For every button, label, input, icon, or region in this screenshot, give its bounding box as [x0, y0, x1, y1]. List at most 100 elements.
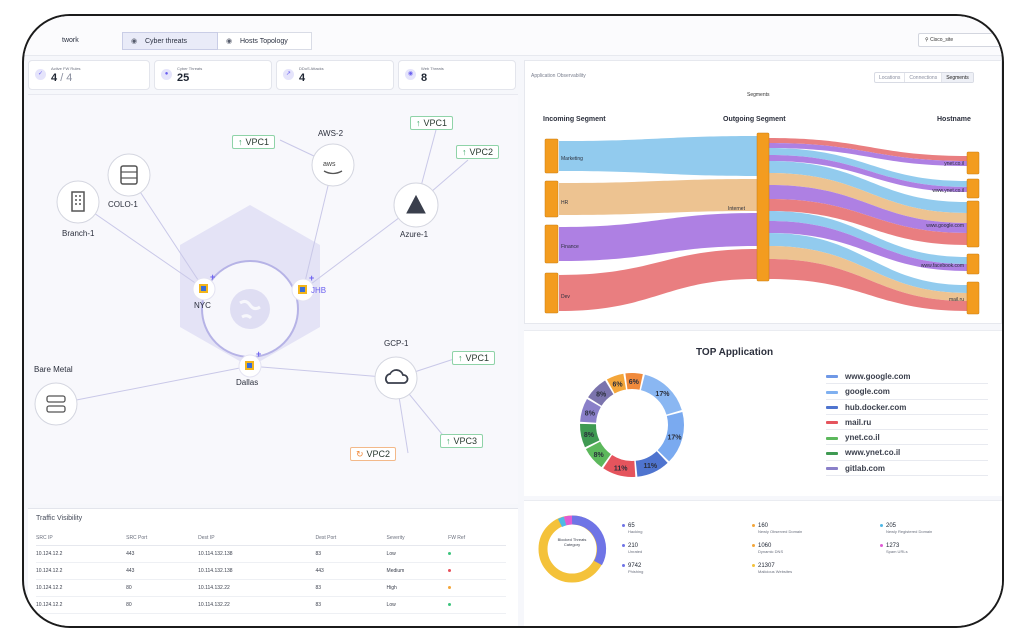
stat-value: 8: [421, 72, 428, 84]
traffic-table: SRC IP SRC Port Dest IP Dest Port Severi…: [36, 531, 506, 614]
incoming-segment-header: Incoming Segment: [543, 116, 606, 123]
nyc-site: +: [192, 272, 216, 301]
table-cell-dest-port: 83: [315, 545, 387, 563]
app-window: twork ◉ Cyber threats ◉ Hosts Topology ⚲ C…: [22, 14, 1004, 628]
top-application-donut: 17% 17% 11% 11% 8% 8% 8% 8% 6% 6%: [580, 373, 684, 477]
legend-item[interactable]: www.google.com: [826, 369, 988, 385]
donut-slice[interactable]: [635, 451, 668, 477]
donut-slice[interactable]: [606, 373, 627, 394]
table-cell-src-ip: 10.124.12.2: [36, 579, 127, 597]
vpc-tag-gcp-1[interactable]: ↑ VPC1: [452, 351, 496, 365]
stat-value-total: / 4: [60, 72, 73, 84]
legend-label: www.google.com: [845, 372, 911, 381]
threat-value: 160: [758, 523, 769, 529]
legend-item[interactable]: mail.ru: [826, 415, 988, 431]
table-row[interactable]: 10.124.12.2 443 10.114.132.138 83 Low: [36, 545, 506, 563]
column-header[interactable]: Dest Port: [315, 531, 387, 546]
donut-slice-label: 11%: [644, 463, 658, 470]
threat-stat[interactable]: 1060 Dynamic DNS: [752, 543, 783, 555]
donut-slice[interactable]: [603, 454, 636, 477]
stat-card-ddos[interactable]: ↗ DDoS Attacks 4: [276, 60, 394, 90]
threat-bullet: [622, 544, 625, 548]
donut-slice[interactable]: [580, 398, 601, 423]
search-icon: ⚲: [925, 37, 931, 43]
stat-card-web-threats[interactable]: ◉ Web Threats 8: [398, 60, 516, 90]
threat-stat[interactable]: 1273 Spam URLs: [880, 543, 908, 555]
legend-swatch: [826, 421, 838, 425]
legend-item[interactable]: google.com: [826, 384, 988, 400]
table-row[interactable]: 10.124.12.2 80 10.114.132.22 83 Low: [36, 596, 506, 614]
vpc-tag-aws-1[interactable]: ↑ VPC1: [232, 135, 276, 149]
threat-stat[interactable]: 160 Newly Observed Domain: [752, 523, 802, 535]
dallas-label: Dallas: [236, 378, 259, 387]
table-cell-src-port: 80: [126, 579, 199, 597]
table-cell-severity: High: [386, 579, 449, 597]
tab-network-label: twork: [62, 37, 79, 44]
stat-card-cyber-threats[interactable]: ● Cyber Threats 25: [154, 60, 272, 90]
legend-item[interactable]: www.ynet.co.il: [826, 445, 988, 461]
column-header[interactable]: Severity: [386, 531, 449, 546]
ddos-icon: ↗: [283, 69, 294, 80]
sankey-label-host: mail.ru: [949, 297, 964, 303]
column-header[interactable]: Dest IP: [198, 531, 316, 546]
donut-slice[interactable]: [580, 423, 600, 448]
svg-text:+: +: [309, 273, 314, 283]
gcp-label: GCP-1: [384, 339, 409, 348]
stat-label: Active FW Rules: [51, 66, 81, 71]
vpc-label: VPC1: [245, 137, 270, 147]
blocked-threats-donut: [538, 515, 607, 583]
donut-slice[interactable]: [625, 373, 643, 390]
threat-value: 1060: [758, 543, 772, 549]
donut-slice[interactable]: [585, 441, 611, 468]
stat-card-fw-rules[interactable]: ✓ Active FW Rules 4 / 4: [28, 60, 150, 90]
sankey-label-marketing: Marketing: [561, 156, 583, 162]
threat-stat[interactable]: 210 Unrated: [622, 543, 642, 555]
table-cell-dest-port: 83: [315, 579, 387, 597]
globe-icon: ◉: [405, 69, 416, 80]
threat-stat[interactable]: 21307 Malicious Websites: [752, 563, 792, 575]
donut-slice[interactable]: [657, 412, 684, 462]
tab-connections[interactable]: Connections: [905, 73, 943, 82]
donut-slice[interactable]: [588, 380, 614, 406]
branch-node: [56, 180, 100, 224]
table-row[interactable]: 10.124.12.2 443 10.114.132.138 443 Medium: [36, 562, 506, 580]
globe-continents: [239, 299, 261, 320]
donut-center-label: Blocked Threats Category: [557, 537, 587, 547]
legend-item[interactable]: ynet.co.il: [826, 430, 988, 446]
branch-label: Branch-1: [62, 229, 95, 238]
tab-hosts-topology[interactable]: ◉ Hosts Topology: [218, 32, 312, 50]
legend-item[interactable]: hub.docker.com: [826, 400, 988, 415]
column-header[interactable]: SRC Port: [126, 531, 199, 546]
vpc-tag-gcp-3[interactable]: ↑ VPC3: [440, 434, 484, 448]
column-header[interactable]: FW Ref: [448, 531, 506, 546]
tab-segments[interactable]: Segments: [942, 73, 973, 82]
donut-slice[interactable]: [640, 374, 682, 415]
donut-segment-spam: [563, 515, 573, 526]
threat-stat[interactable]: 65 Hacking: [622, 523, 642, 535]
table-cell-severity: Low: [386, 545, 449, 563]
status-dot: [448, 551, 452, 555]
column-header[interactable]: SRC IP: [36, 531, 127, 546]
vpc-tag-gcp-2[interactable]: ↻ VPC2: [350, 447, 397, 461]
legend-swatch: [826, 467, 838, 471]
search-input[interactable]: ⚲ Cisco_site: [918, 33, 1002, 47]
donut-slice-label: 17%: [667, 434, 682, 441]
legend-swatch: [826, 375, 838, 379]
tab-locations[interactable]: Locations: [875, 73, 906, 82]
legend-label: hub.docker.com: [845, 402, 907, 412]
threat-stat[interactable]: 205 Newly Registered Domain: [880, 523, 932, 535]
table-cell-dest-port: 443: [315, 562, 387, 580]
threat-bullet: [752, 564, 755, 568]
tab-cyber-threats[interactable]: ◉ Cyber threats: [122, 32, 218, 50]
vpc-tag-azure-1[interactable]: ↑ VPC1: [410, 116, 454, 130]
vpc-tag-azure-2[interactable]: ↑ VPC2: [456, 145, 500, 159]
tab-network[interactable]: twork: [62, 32, 142, 50]
hostname-header: Hostname: [937, 116, 971, 123]
table-row[interactable]: 10.124.12.2 80 10.114.132.22 83 High: [36, 579, 506, 597]
legend-item[interactable]: gitlab.com: [826, 461, 988, 477]
observability-title: Application Observability: [531, 73, 586, 79]
threat-stat[interactable]: 9742 Phishing: [622, 563, 643, 575]
azure-label: Azure-1: [400, 230, 429, 239]
sankey-label-host: www.google.com: [926, 223, 964, 229]
sankey-label-host: www.facebook.com: [921, 263, 964, 269]
